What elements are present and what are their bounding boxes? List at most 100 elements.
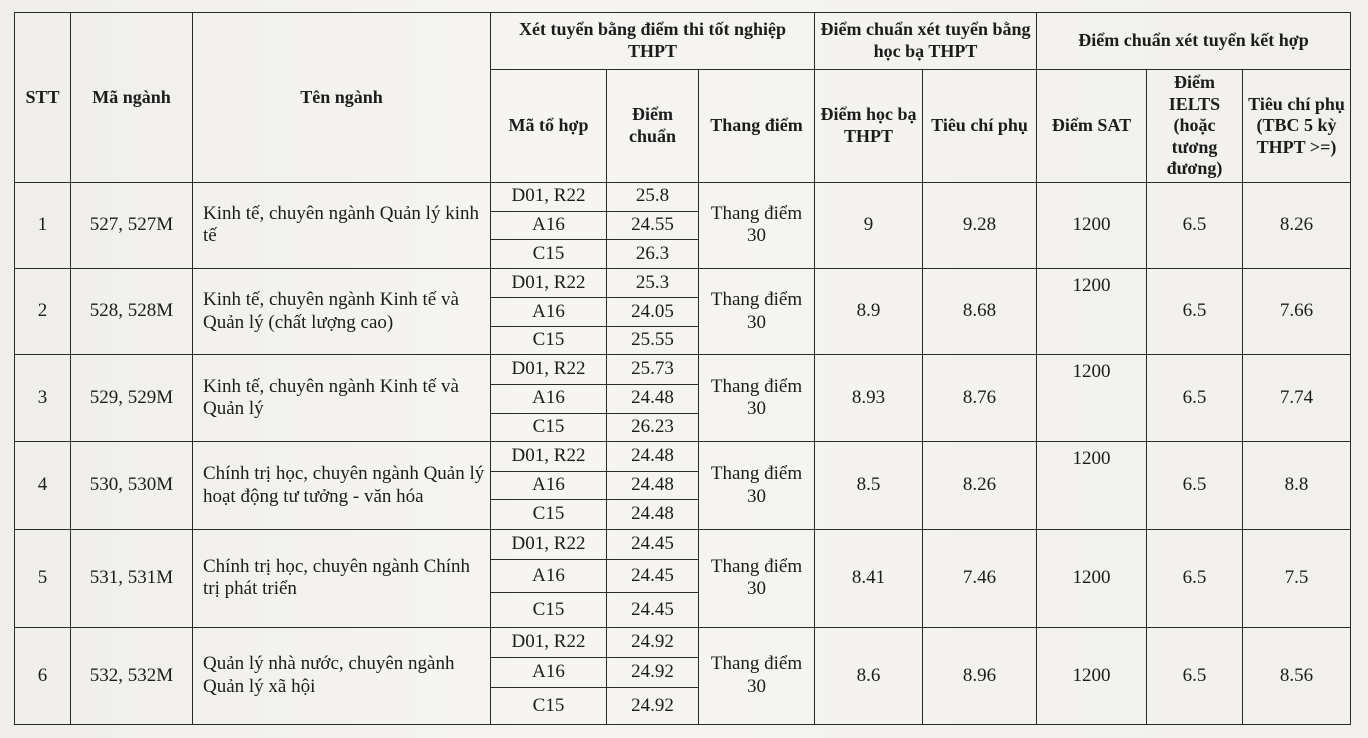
cell-ielts: 6.5 [1146, 182, 1243, 269]
cell-combo-score: 24.48 [606, 470, 699, 501]
table-row: 2 528, 528M Kinh tế, chuyên ngành Kinh t… [14, 267, 1351, 356]
table-row: 3 529, 529M Kinh tế, chuyên ngành Kinh t… [14, 354, 1351, 443]
cell-major-name: Kinh tế, chuyên ngành Kinh tế và Quản lý… [192, 267, 491, 356]
cell-major-name: Chính trị học, chuyên ngành Chính trị ph… [192, 529, 491, 628]
cell-major-code: 532, 532M [70, 626, 193, 726]
cell-hocba-criteria: 7.46 [922, 529, 1037, 628]
cell-combo-code: D01, R22 [490, 354, 607, 386]
cell-tbc: 7.66 [1242, 267, 1351, 356]
header-tieu-chi-phu: Tiêu chí phụ [922, 69, 1037, 183]
cell-major-code: 528, 528M [70, 267, 193, 356]
cell-combo-code: C15 [490, 239, 607, 269]
cell-combo-score: 26.3 [606, 239, 699, 269]
cell-ielts: 6.5 [1146, 354, 1243, 443]
cell-combo-score: 24.45 [606, 558, 699, 594]
table-row: C15 26.23 [15, 412, 1351, 443]
cell-combo-score: 24.45 [606, 592, 699, 628]
cell-combo-score: 26.23 [606, 412, 699, 443]
cell-combo-code: A16 [490, 384, 607, 414]
cell-sat: 1200 [1036, 267, 1147, 356]
cell-major-name: Quản lý nhà nước, chuyên ngành Quản lý x… [192, 626, 491, 726]
cell-ielts: 6.5 [1146, 441, 1243, 530]
table-row: A16 24.45 [15, 558, 1351, 594]
table-row: 4 530, 530M Chính trị học, chuyên ngành … [14, 441, 1351, 530]
cell-hocba-score: 8.5 [814, 441, 923, 530]
table-row: A16 24.05 [15, 297, 1351, 327]
cell-ielts: 6.5 [1146, 626, 1243, 726]
cell-hocba-score: 8.93 [814, 354, 923, 443]
cell-hocba-score: 8.6 [814, 626, 923, 726]
cell-combo-score: 24.92 [606, 687, 699, 725]
cell-hocba-criteria: 9.28 [922, 182, 1037, 269]
cell-combo-score: 24.48 [606, 499, 699, 530]
cell-sat: 1200 [1036, 529, 1147, 628]
table-row: 5 531, 531M Chính trị học, chuyên ngành … [14, 529, 1351, 628]
cell-combo-score: 24.92 [606, 656, 699, 689]
cell-combo-score: 24.55 [606, 210, 699, 241]
cell-combo-score: 24.05 [606, 297, 699, 327]
cell-sat: 1200 [1036, 354, 1147, 443]
header-diem-ielts: Điểm IELTS (hoặc tương đương) [1146, 69, 1243, 183]
cell-stt: 1 [14, 182, 71, 269]
header-tieu-chi-phu-tbc: Tiêu chí phụ (TBC 5 kỳ THPT >=) [1242, 69, 1351, 183]
table-row: A16 24.92 [15, 656, 1351, 689]
cell-tbc: 8.8 [1242, 441, 1351, 530]
table-row: C15 24.92 [15, 687, 1351, 725]
cell-major-name: Kinh tế, chuyên ngành Kinh tế và Quản lý [192, 354, 491, 443]
cell-combo-score: 24.48 [606, 441, 699, 472]
cell-tbc: 8.56 [1242, 626, 1351, 726]
table-row: A16 24.55 [15, 210, 1351, 241]
cell-combo-code: C15 [490, 687, 607, 725]
header-stt: STT [14, 12, 71, 183]
cell-major-name: Chính trị học, chuyên ngành Quản lý hoạt… [192, 441, 491, 530]
cell-combo-score: 25.73 [606, 354, 699, 386]
table-row: C15 26.3 [15, 239, 1351, 269]
cell-scale: Thang điểm 30 [698, 626, 815, 726]
cell-scale: Thang điểm 30 [698, 182, 815, 269]
cell-major-code: 529, 529M [70, 354, 193, 443]
table-row: 6 532, 532M Quản lý nhà nước, chuyên ngà… [14, 626, 1351, 726]
header-ten-nganh: Tên ngành [192, 12, 491, 183]
cell-hocba-criteria: 8.76 [922, 354, 1037, 443]
cell-combo-code: D01, R22 [490, 182, 607, 212]
table-row: C15 24.45 [15, 592, 1351, 628]
cell-combo-code: D01, R22 [490, 267, 607, 299]
cell-hocba-criteria: 8.68 [922, 267, 1037, 356]
cell-combo-code: A16 [490, 470, 607, 501]
cell-combo-code: D01, R22 [490, 441, 607, 472]
cell-scale: Thang điểm 30 [698, 441, 815, 530]
cell-stt: 3 [14, 354, 71, 443]
cell-ielts: 6.5 [1146, 529, 1243, 628]
cell-hocba-criteria: 8.96 [922, 626, 1037, 726]
table-row: 1 527, 527M Kinh tế, chuyên ngành Quản l… [14, 182, 1351, 269]
table-row: A16 24.48 [15, 470, 1351, 501]
cell-combo-code: D01, R22 [490, 529, 607, 560]
cell-tbc: 7.5 [1242, 529, 1351, 628]
cell-stt: 4 [14, 441, 71, 530]
cell-combo-code: A16 [490, 210, 607, 241]
cell-major-code: 527, 527M [70, 182, 193, 269]
cell-combo-code: D01, R22 [490, 626, 607, 658]
cell-combo-code: A16 [490, 297, 607, 327]
cell-tbc: 7.74 [1242, 354, 1351, 443]
cell-combo-code: C15 [490, 592, 607, 628]
cell-stt: 2 [14, 267, 71, 356]
header-group-kethop: Điểm chuẩn xét tuyển kết hợp [1036, 12, 1351, 70]
admission-score-table: STT Mã ngành Tên ngành Xét tuyển bằng đi… [14, 12, 1351, 726]
cell-scale: Thang điểm 30 [698, 267, 815, 356]
header-group-thpt: Xét tuyển bằng điểm thi tốt nghiệp THPT [490, 12, 815, 70]
cell-major-code: 531, 531M [70, 529, 193, 628]
cell-combo-score: 25.8 [606, 182, 699, 212]
table-row: A16 24.48 [15, 384, 1351, 414]
cell-sat: 1200 [1036, 441, 1147, 530]
cell-combo-code: C15 [490, 499, 607, 530]
cell-combo-code: A16 [490, 656, 607, 689]
table-row: C15 25.55 [15, 325, 1351, 356]
cell-combo-score: 25.3 [606, 267, 699, 299]
cell-sat: 1200 [1036, 182, 1147, 269]
header-group-hocba: Điểm chuẩn xét tuyển bằng học bạ THPT [814, 12, 1037, 70]
cell-combo-score: 24.48 [606, 384, 699, 414]
header-ma-to-hop: Mã tổ hợp [490, 69, 607, 183]
cell-sat: 1200 [1036, 626, 1147, 726]
